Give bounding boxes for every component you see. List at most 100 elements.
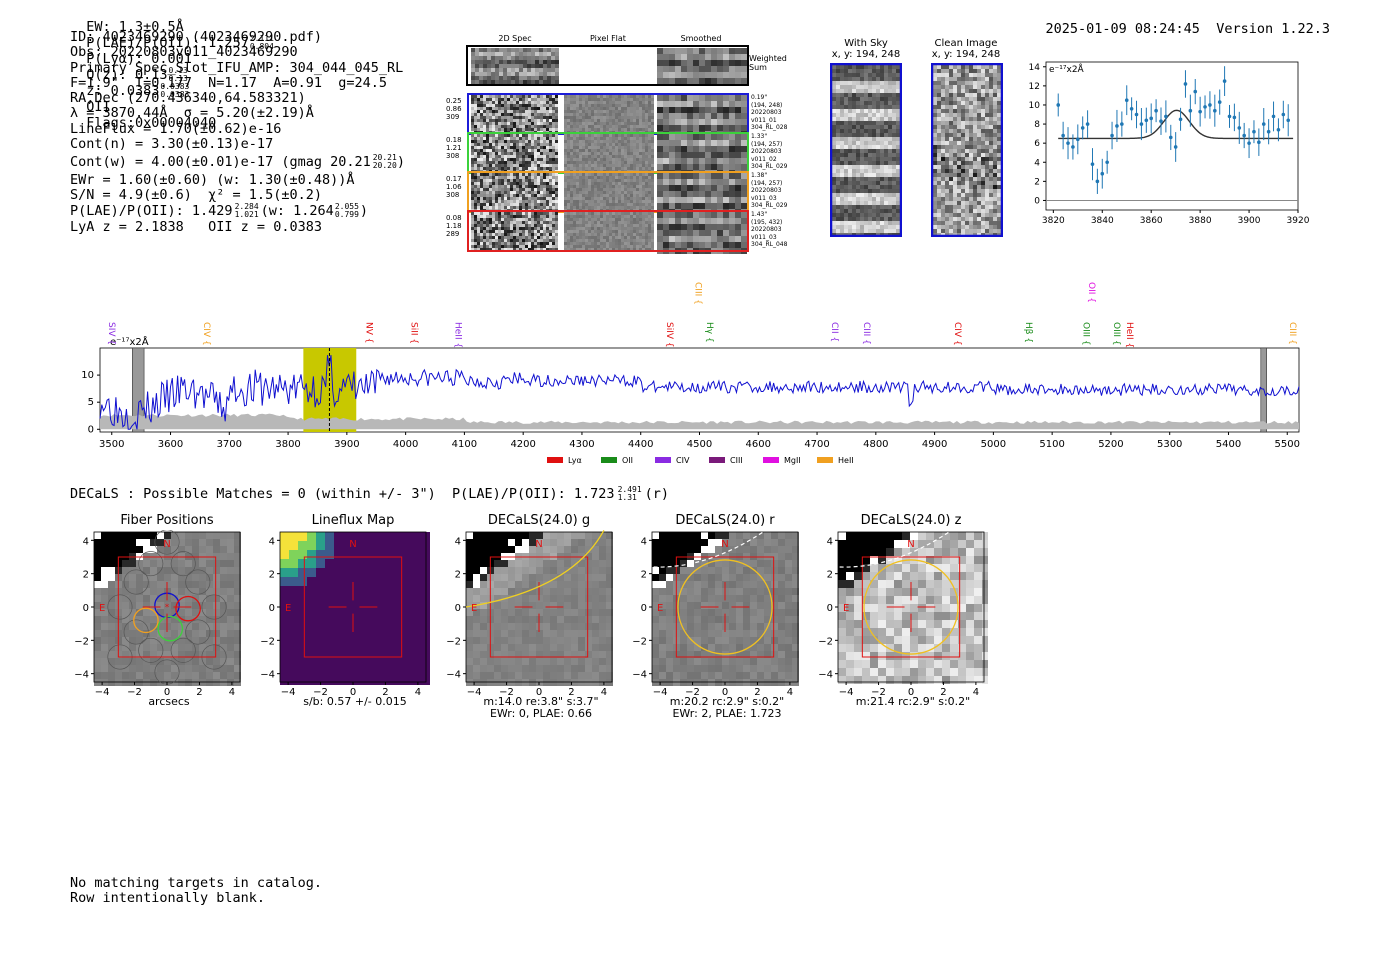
caption-line: arcsecs [148,695,190,708]
panel-xtick-label: 2 [196,687,202,695]
caption-line: m:14.0 re:3.8" s:3.7" [483,695,599,708]
strip-right-value: v011_03 [751,194,777,202]
panel-ytick-label: 4 [827,536,833,547]
emission-line-label: NV { [363,322,373,343]
panel-pixels [466,532,613,686]
clean-label: Clean Image [934,38,998,49]
panel-xtick-label: −4 [281,687,296,695]
with-sky-title: With Sky x, y: 194, 248 [826,38,906,60]
fiber-circle [201,594,227,620]
strip-left-value: 1.06 [446,183,462,191]
zoom-xtick-label: 3820 [1042,216,1065,226]
panel-ytick-label: 0 [641,603,647,614]
full-xtick-label: 5400 [1216,439,1241,450]
footer-line2: Row intentionally blank. [70,890,266,906]
clean-pixels [933,65,1001,237]
full-xtick-label: 5500 [1275,439,1300,450]
zoom-ytick-label: 2 [1034,177,1040,187]
strip-right-value: 304_RL_029 [751,163,788,171]
north-label: N [721,539,728,550]
strip-right-label: 1.33" (194, 257) 20220803 v011_02 304_RL_029 [751,133,787,171]
panel-xtick-label: 4 [601,687,607,695]
zoom-point [1090,162,1095,166]
panel-xtick-label: 2 [568,687,574,695]
fiber-circle [170,551,196,577]
panel-pixels [838,532,988,684]
emission-line-label: CIII { [861,322,871,345]
zoom-point [1247,141,1251,145]
decals-panel-flux: N E −4 −4 −2 −2 0 0 2 2 4 4 [260,531,430,695]
zoom-point [1286,118,1291,123]
info-sn: S/N = 4.9(±0.6) χ² = 1.5(±0.2) [70,186,322,203]
zoom-point [1217,100,1222,104]
zoom-spectrum-chart: 3820 3840 3860 3880 3900 3920 0 2 4 6 8 10 12 14 e⁻¹⁷x… [1029,61,1310,226]
fiber-circle [185,569,211,595]
timestamp: 2025-01-09 08:24:45 [1045,21,1200,37]
zoom-point [1066,141,1070,145]
panel-ytick-label: 4 [269,536,275,547]
zoom-point [1110,133,1114,138]
fiber-circle [107,594,133,620]
panel-xtick-label: 4 [229,687,235,695]
fiber-circle [123,569,149,595]
panel-pixels [280,532,430,685]
caption-line: m:20.2 rc:2.9" s:0.2" [669,695,785,708]
zoom-point [1173,145,1178,149]
full-xtick-label: 4900 [922,439,947,450]
center-star: * [165,603,170,613]
panel-ytick-label: 0 [83,603,89,614]
fiber-circle [154,530,180,555]
strip-left-label: 0.18 1.21 308 [446,136,468,160]
col-2d-title: 2D Spec [498,34,532,43]
plae-lo: 0.804 [249,42,274,51]
full-xtick-label: 4800 [863,439,888,450]
decals-panel-z: N E −4 −4 −2 −2 0 0 2 2 4 4 [818,530,988,695]
emission-line-label: SiII { [409,322,419,344]
z-hi: 0.0383 [160,82,190,91]
strip-right-value: 304_RL_048 [751,241,788,249]
weighted-2d [471,48,559,84]
panel-ytick-label: 2 [455,570,461,581]
east-label: E [285,603,291,614]
full-units-label: e⁻¹⁷x2Å [110,335,149,348]
zoom-point [1193,89,1198,94]
emission-line-label: SIV { [106,322,116,345]
panel-xtick-label: −4 [467,687,482,695]
panel-ytick-label: 0 [455,603,461,614]
strip-left-label: 0.25 0.86 309 [446,97,468,121]
legend-swatch [817,457,833,463]
zoom-point [1222,79,1227,83]
panel-xtick-label: −2 [685,687,700,695]
strip-left-value: 308 [446,191,460,199]
panel-xtick-label: 0 [908,687,914,695]
panel-xtick-label: −2 [871,687,886,695]
zoom-point [1237,126,1242,130]
emission-line-label: OII { [1086,282,1096,303]
panel-xtick-label: 4 [973,687,979,695]
zoom-point [1183,82,1188,86]
east-label: E [99,603,105,614]
contw-lo: 20.20 [372,161,397,171]
zoom-point [1281,112,1286,117]
zoom-point [1242,133,1246,138]
panel-ytick-label: 2 [269,570,275,581]
panel-ytick-label: −2 [74,636,89,647]
strip-flat-1 [564,134,654,173]
legend-swatch [547,457,563,463]
zoom-axes [1045,61,1299,211]
strip-left-value: 1.21 [446,144,462,152]
strip-right-value: 1.43" [751,211,768,218]
strip-right-value: v011_03 [751,233,777,241]
strip-right-value: 304_RL_028 [751,124,788,132]
emission-line-label: HeII { [453,322,463,348]
aperture-circle [677,559,773,655]
panel-xtick-label: −2 [127,687,142,695]
zoom-xtick-label: 3920 [1287,216,1310,226]
strip-left-value: 0.08 [446,214,462,222]
zoom-point [1232,115,1237,120]
aperture-ellipse [465,530,605,608]
ew-value: EW: 1.3±0.5Å [86,19,184,35]
strip-left-label: 0.17 1.06 308 [446,175,468,199]
with-sky-image [830,63,902,237]
full-ytick-label: 0 [88,424,94,435]
